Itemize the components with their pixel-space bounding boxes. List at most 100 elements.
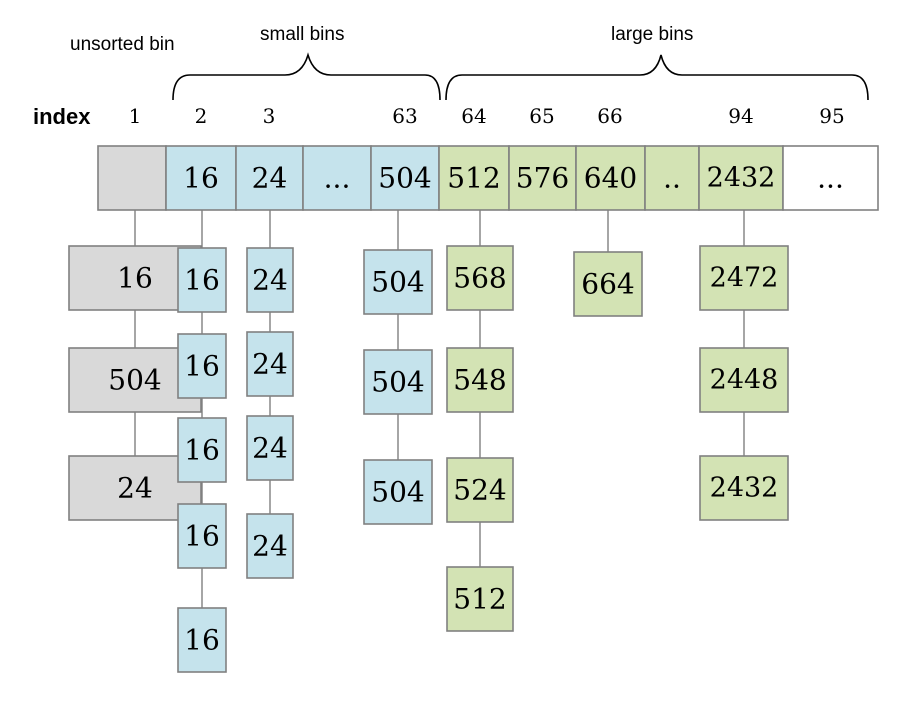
chunk-size: 548: [453, 364, 506, 397]
chunk-size: 16: [184, 624, 220, 657]
chunk-box: [363, 349, 433, 415]
chunk: 16: [177, 607, 227, 673]
chunk: 548: [446, 347, 514, 413]
chunk-size: 16: [184, 350, 220, 383]
index-number-64: 64: [461, 104, 486, 128]
chunk: 16: [177, 417, 227, 483]
bin-cell: 504: [370, 145, 440, 211]
index-number-2: 2: [195, 104, 208, 128]
chunk-size: 24: [252, 348, 288, 381]
large-bins-brace: [445, 54, 869, 101]
chunk-box: [573, 251, 643, 317]
small-bins-label: small bins: [260, 24, 344, 45]
index-numbers: 1 2 3 63 64 65 66 94 95: [129, 104, 845, 128]
chunk-size: 512: [453, 583, 506, 616]
chunk-box: [699, 245, 789, 311]
bin-cell-box: [782, 145, 879, 211]
bin-cell-label: 504: [378, 162, 431, 195]
index-number-65: 65: [529, 104, 554, 128]
chunk-box: [699, 455, 789, 521]
chunk: 504: [363, 249, 433, 315]
chunk-box: [699, 347, 789, 413]
chunk: 2472: [699, 245, 789, 311]
chunk-box: [177, 503, 227, 569]
chunk: 504: [363, 459, 433, 525]
chunk-box: [446, 566, 514, 632]
chunk-size: 504: [108, 364, 161, 397]
bin-cell-label: ...: [817, 162, 844, 195]
chunk-box: [246, 331, 294, 397]
chunk-size: 24: [252, 530, 288, 563]
bin-array: 16 24... 504 512 576 640.. 2432...: [97, 145, 879, 211]
chunk: 16: [177, 503, 227, 569]
chunk: 24: [68, 455, 202, 521]
bin-cell: 512: [438, 145, 510, 211]
chunk-size: 2432: [710, 473, 779, 504]
bin-cell: 2432: [698, 145, 784, 211]
chunk: 24: [246, 415, 294, 481]
chunk: 24: [246, 331, 294, 397]
chunk-size: 504: [371, 266, 424, 299]
chunk-size: 2472: [710, 263, 779, 294]
bin-cell-box: [97, 145, 167, 211]
bin-cell-label: 16: [183, 162, 219, 195]
bin-cell-label: 576: [516, 162, 569, 195]
bin-cell-box: [302, 145, 372, 211]
bin-cell-label: ..: [663, 162, 681, 195]
index-number-1: 1: [129, 104, 142, 128]
chunk: 24: [246, 513, 294, 579]
chunk-size: 664: [581, 268, 634, 301]
large-bins-label: large bins: [611, 24, 693, 45]
bin-cell-box: [370, 145, 440, 211]
chunk-size: 2448: [710, 365, 779, 396]
index-number-63: 63: [392, 104, 417, 128]
chunk-size: 524: [453, 474, 506, 507]
bin-cell: 576: [508, 145, 577, 211]
bin-cell-label: 512: [447, 162, 500, 195]
chunk-size: 16: [117, 262, 153, 295]
bin-cell: 24: [235, 145, 304, 211]
chunk-box: [177, 417, 227, 483]
bin-cell-box: [698, 145, 784, 211]
chunk-box: [363, 249, 433, 315]
chunk-size: 504: [371, 366, 424, 399]
index-number-66: 66: [597, 104, 622, 128]
bin-cell: [97, 145, 167, 211]
chunk-size: 16: [184, 264, 220, 297]
index-number-3: 3: [263, 104, 276, 128]
bin-cell-box: [235, 145, 304, 211]
chunk: 16: [177, 333, 227, 399]
chunk-size: 568: [453, 262, 506, 295]
chunk-box: [363, 459, 433, 525]
index-number-95: 95: [819, 104, 844, 128]
chunk-box: [177, 607, 227, 673]
small-bins-brace: [172, 52, 441, 101]
bin-cell-label: 640: [584, 162, 637, 195]
chunk: 568: [446, 245, 514, 311]
bin-cell-box: [438, 145, 510, 211]
chunk-size: 24: [117, 472, 153, 505]
chunk-box: [446, 457, 514, 523]
chunk: 512: [446, 566, 514, 632]
chunk: 504: [363, 349, 433, 415]
bin-cell-label: 24: [252, 162, 288, 195]
chunk-box: [446, 347, 514, 413]
chunk-size: 16: [184, 520, 220, 553]
chunk: 16: [177, 247, 227, 313]
bin-cell: 16: [165, 145, 237, 211]
bin-cell: ...: [782, 145, 879, 211]
index-label: index: [33, 104, 91, 129]
bin-cell: ...: [302, 145, 372, 211]
chunk: 664: [573, 251, 643, 317]
chunk-chains: 16 504 24 16 16 16 16 16 24 24 24 24 504 504 504 568 548…: [68, 245, 789, 673]
bin-cell-label: ...: [324, 162, 351, 195]
chunk-box: [177, 247, 227, 313]
chunk: 24: [246, 247, 294, 313]
chunk-size: 16: [184, 434, 220, 467]
chunk: 2448: [699, 347, 789, 413]
chunk-box: [177, 333, 227, 399]
chunk-size: 24: [252, 264, 288, 297]
chunk: 524: [446, 457, 514, 523]
chunk-size: 504: [371, 476, 424, 509]
